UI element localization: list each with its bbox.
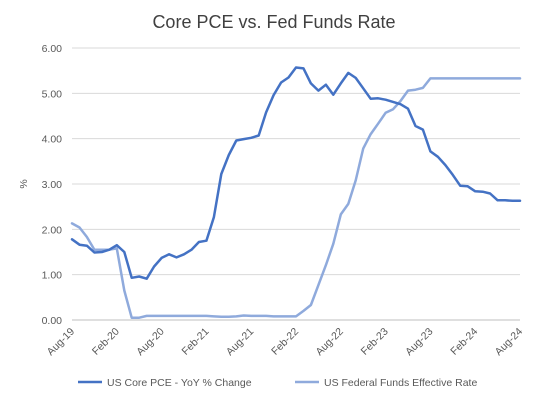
x-tick-label: Feb-24 [448, 326, 480, 358]
y-tick-label: 5.00 [42, 88, 63, 100]
x-tick-label: Aug-19 [45, 326, 78, 359]
x-tick-label: Aug-20 [134, 326, 167, 359]
x-tick-label: Feb-22 [269, 326, 301, 358]
series-line-1 [70, 66, 522, 280]
grid [72, 47, 520, 321]
x-axis-ticks: Aug-19 Feb-20 Aug-20 Feb-21 Aug-21 Feb-22 Aug-… [45, 326, 526, 359]
x-tick-label: Aug-22 [313, 326, 346, 359]
legend-label-1: US Core PCE - YoY % Change [107, 377, 252, 389]
chart-title: Core PCE vs. Fed Funds Rate [152, 12, 395, 32]
y-axis-ticks: 0.00 1.00 2.00 3.00 4.00 5.00 6.00 [42, 43, 63, 327]
y-tick-label: 6.00 [42, 43, 63, 55]
y-tick-label: 1.00 [42, 270, 63, 282]
series-lines [70, 66, 522, 319]
y-axis-label: % [18, 179, 30, 188]
y-tick-label: 3.00 [42, 179, 63, 191]
legend: US Core PCE - YoY % Change US Federal Fun… [78, 377, 477, 389]
x-tick-label: Feb-20 [90, 326, 122, 358]
x-tick-label: Aug-21 [224, 326, 257, 359]
y-tick-label: 4.00 [42, 134, 63, 146]
x-tick-label: Aug-23 [403, 326, 436, 359]
x-tick-label: Feb-21 [180, 326, 212, 358]
legend-label-2: US Federal Funds Effective Rate [324, 377, 477, 389]
x-tick-label: Aug-24 [493, 326, 526, 359]
y-tick-label: 0.00 [42, 315, 63, 327]
y-tick-label: 2.00 [42, 224, 63, 236]
series-line-2 [70, 77, 522, 319]
x-tick-label: Feb-23 [359, 326, 391, 358]
